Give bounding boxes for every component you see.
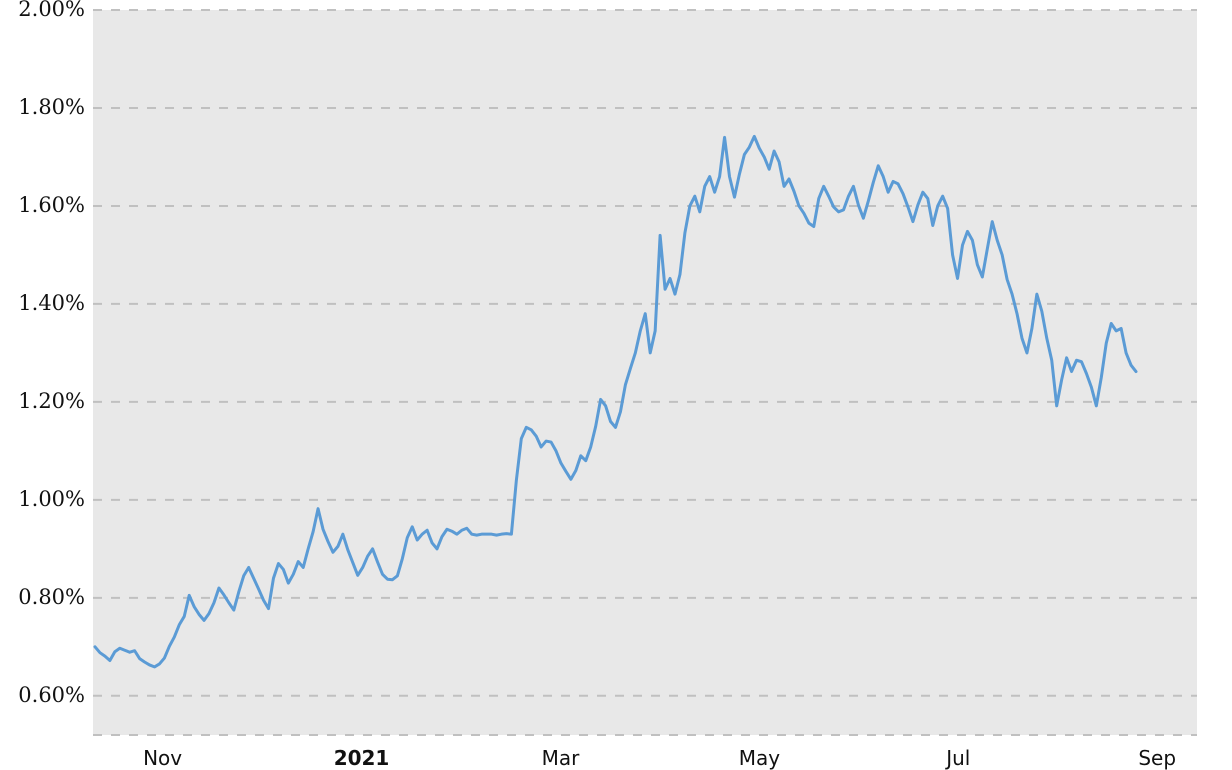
- series-line: [93, 134, 1138, 669]
- x-axis-tick-label: Mar: [541, 746, 580, 770]
- y-axis-tick-labels: 2.00% 1.80% 1.60% 1.40% 1.20% 1.00% 0.80% 0.60%: [0, 0, 85, 770]
- x-axis-tick-label: Nov: [143, 746, 183, 770]
- x-axis-tick-label: May: [738, 746, 781, 770]
- y-axis-tick-label: 1.80%: [18, 94, 85, 119]
- y-axis-tick-label: 0.80%: [18, 584, 85, 609]
- y-axis-tick-label: 2.00%: [18, 0, 85, 21]
- plot-background: [93, 10, 1197, 735]
- x-axis-tick-label: Sep: [1138, 746, 1177, 770]
- y-axis-tick-label: 1.00%: [18, 486, 85, 511]
- x-axis-tick-labels: Nov 2021 Mar May Jul Sep: [0, 740, 1232, 770]
- y-axis-tick-label: 0.60%: [18, 682, 85, 707]
- y-axis-tick-label: 1.20%: [18, 388, 85, 413]
- x-axis-tick-label: Jul: [946, 746, 971, 770]
- x-axis-tick-label: 2021: [333, 746, 390, 770]
- y-axis-tick-label: 1.40%: [18, 290, 85, 315]
- y-axis-tick-label: 1.60%: [18, 192, 85, 217]
